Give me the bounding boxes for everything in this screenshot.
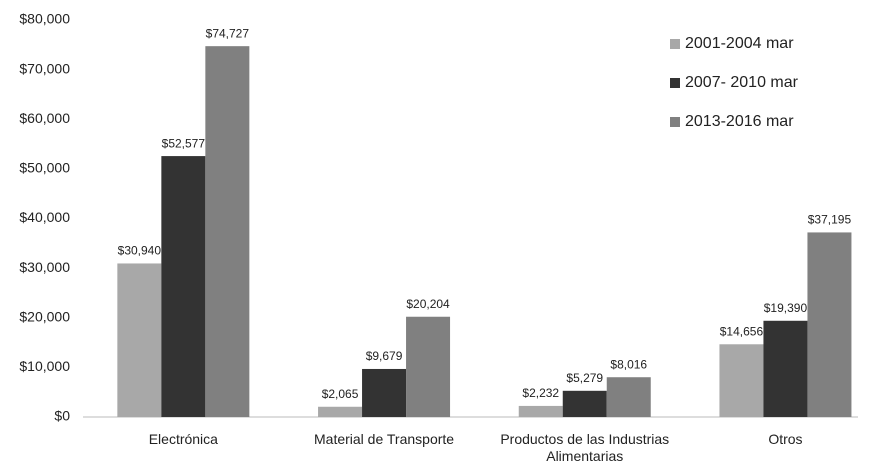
- value-label: $37,195: [808, 213, 852, 227]
- bar: [719, 344, 764, 417]
- legend-label: 2013-2016 mar: [685, 113, 794, 130]
- value-label: $19,390: [764, 301, 808, 315]
- bar: [117, 263, 162, 417]
- value-label: $8,016: [610, 357, 647, 371]
- y-tick-label: $50,000: [19, 160, 70, 176]
- legend-swatch: [670, 39, 680, 49]
- value-label: $5,279: [566, 371, 603, 385]
- value-label: $74,727: [206, 26, 250, 40]
- bar: [763, 320, 808, 417]
- x-tick-label: Material de Transporte: [314, 431, 455, 447]
- x-tick-label: Electrónica: [148, 431, 218, 447]
- y-tick-label: $30,000: [19, 259, 70, 275]
- y-tick-label: $0: [54, 408, 70, 424]
- bar: [406, 316, 451, 417]
- y-tick-label: $40,000: [19, 209, 70, 225]
- legend-swatch: [670, 117, 680, 127]
- bar: [161, 156, 206, 417]
- value-label: $2,065: [322, 387, 359, 401]
- value-label: $52,577: [162, 136, 206, 150]
- legend-label: 2007- 2010 mar: [685, 74, 799, 91]
- y-tick-label: $70,000: [19, 60, 70, 76]
- value-label: $14,656: [720, 324, 764, 338]
- bar: [606, 377, 651, 417]
- bar: [318, 406, 363, 417]
- bar: [362, 368, 407, 417]
- y-tick-label: $60,000: [19, 110, 70, 126]
- value-label: $2,232: [522, 386, 559, 400]
- value-label: $30,940: [118, 244, 162, 258]
- legend-swatch: [670, 78, 680, 88]
- y-tick-label: $10,000: [19, 358, 70, 374]
- bar: [205, 46, 250, 417]
- value-label: $9,679: [366, 349, 403, 363]
- bar: [807, 232, 852, 417]
- y-tick-label: $80,000: [19, 11, 70, 27]
- x-tick-label: Otros: [768, 431, 803, 447]
- bar: [562, 390, 607, 417]
- y-tick-label: $20,000: [19, 308, 70, 324]
- legend-label: 2001-2004 mar: [685, 35, 794, 52]
- bar: [518, 405, 563, 417]
- x-tick-label: Productos de las Industrias Alimentarias: [500, 431, 670, 464]
- value-label: $20,204: [406, 297, 450, 311]
